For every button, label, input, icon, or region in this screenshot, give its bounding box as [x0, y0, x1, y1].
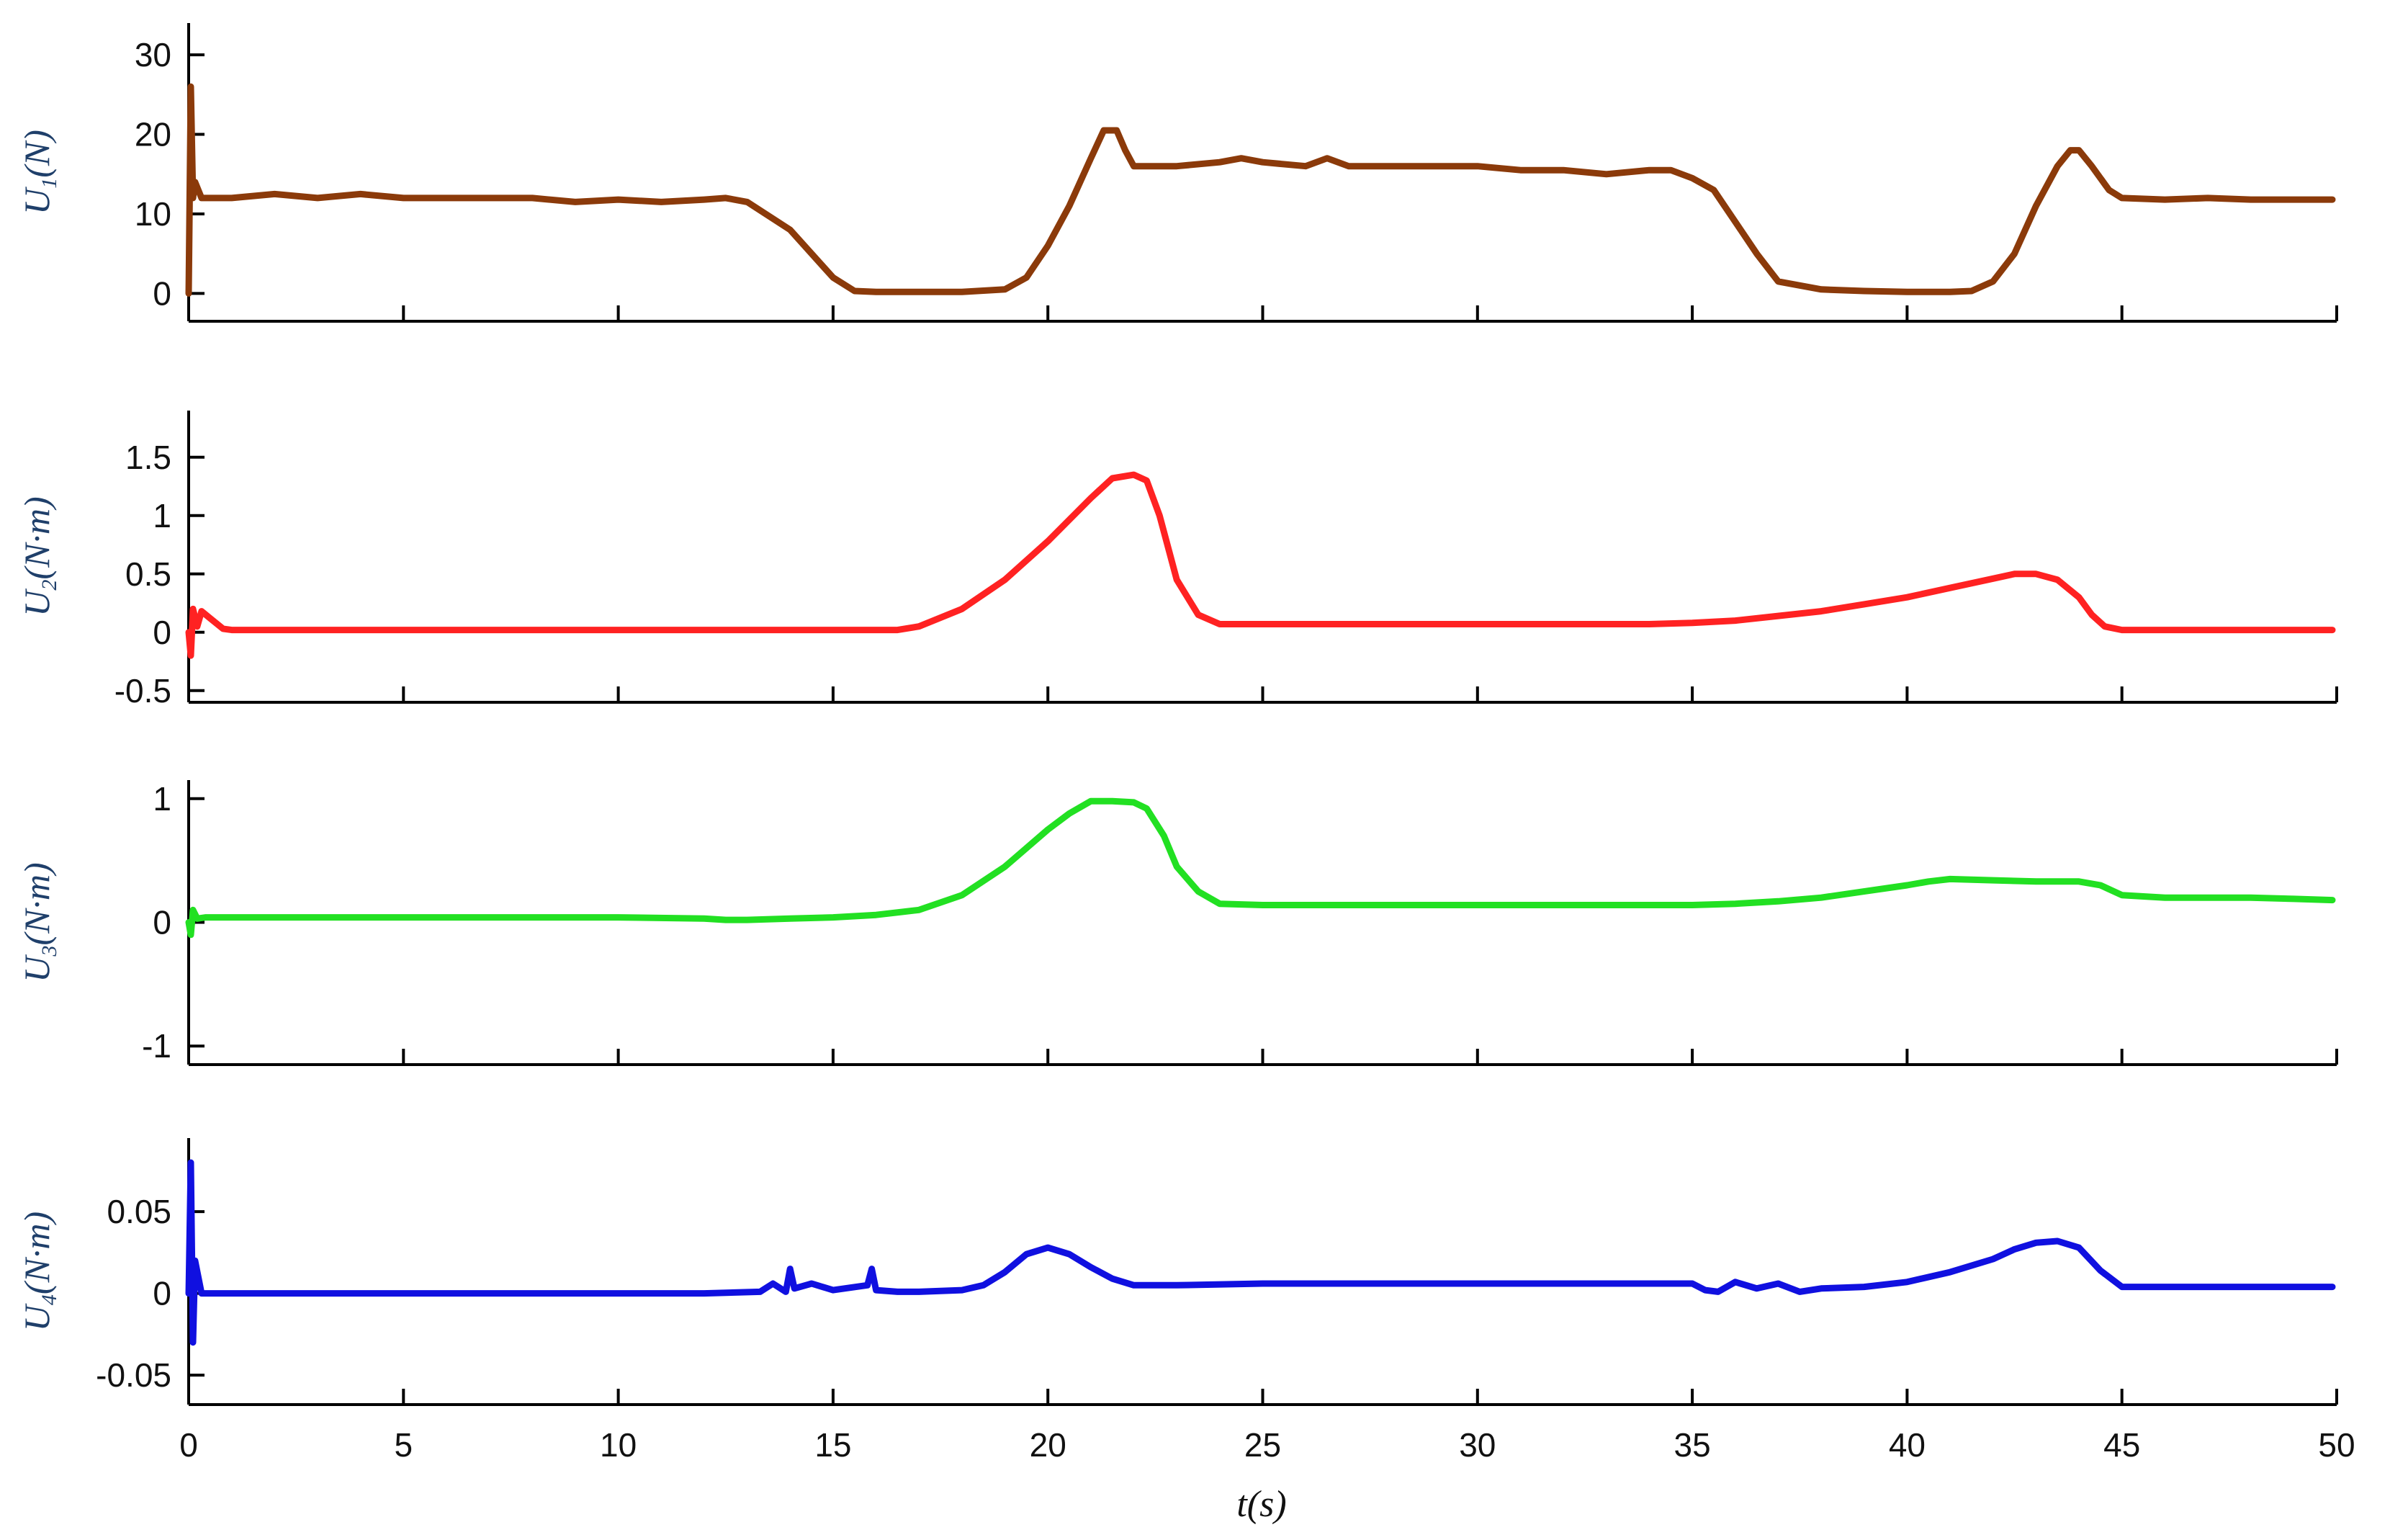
y-tick-label: 1	[153, 780, 171, 818]
y-tick-label: 0.5	[125, 555, 171, 593]
y-tick-label: 0	[153, 274, 171, 312]
x-tick-label: 15	[814, 1426, 851, 1464]
x-tick-label: 25	[1244, 1426, 1281, 1464]
y-axis-label: U4(N·m)	[17, 1212, 61, 1331]
x-tick-label: 35	[1674, 1426, 1711, 1464]
subplots: 0 10 20 30 U1(N) -0.5 0 0.5 1 1.5 U2(N·m) -1 0 1 U3(N·…	[17, 23, 2355, 1464]
series-line-u1	[185, 83, 2336, 297]
x-tick-label: 5	[395, 1426, 413, 1464]
y-tick-label: 0.05	[107, 1193, 171, 1230]
x-tick-label: 40	[1889, 1426, 1926, 1464]
x-tick-label: 10	[600, 1426, 637, 1464]
y-tick-label: 1	[153, 497, 171, 534]
x-tick-label: 50	[2318, 1426, 2355, 1464]
y-tick-label: -1	[142, 1027, 171, 1065]
x-tick-label: 0	[179, 1426, 198, 1464]
x-tick-label: 20	[1030, 1426, 1066, 1464]
y-tick-label: 10	[135, 195, 171, 233]
y-axis-label: U3(N·m)	[17, 862, 61, 982]
x-tick-label: 30	[1459, 1426, 1496, 1464]
series-line-u2	[185, 471, 2336, 659]
y-tick-label: 1.5	[125, 439, 171, 476]
subplot-1: 0 10 20 30 U1(N)	[17, 23, 2338, 323]
y-tick-label: 0	[153, 904, 171, 941]
subplot-3: -1 0 1 U3(N·m)	[17, 780, 2338, 1066]
y-tick-label: 20	[135, 116, 171, 153]
y-tick-label: 0	[153, 614, 171, 651]
y-tick-label: 0	[153, 1275, 171, 1312]
y-tick-label: 30	[135, 36, 171, 73]
x-axis-label: t(s)	[1236, 1484, 1286, 1525]
x-tick-label: 45	[2103, 1426, 2140, 1464]
y-axis-label: U1(N)	[17, 130, 61, 215]
subplot-2: -0.5 0 0.5 1 1.5 U2(N·m)	[17, 411, 2338, 709]
y-tick-label: -0.05	[96, 1356, 171, 1394]
series-line-u3	[185, 797, 2336, 939]
y-tick-label: -0.5	[114, 672, 171, 709]
series-line-u4	[185, 1159, 2336, 1346]
y-axis-label: U2(N·m)	[17, 496, 61, 616]
